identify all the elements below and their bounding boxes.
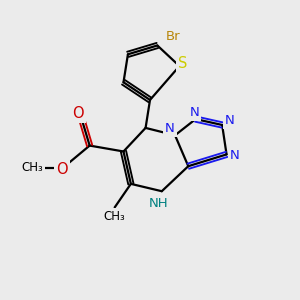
Text: CH₃: CH₃ (21, 160, 43, 174)
Text: S: S (178, 56, 187, 70)
Text: O: O (72, 106, 84, 121)
Text: Br: Br (166, 30, 181, 43)
Text: N: N (230, 149, 240, 162)
Text: CH₃: CH₃ (104, 210, 125, 223)
Text: O: O (56, 162, 68, 177)
Text: N: N (225, 114, 234, 127)
Text: N: N (189, 106, 199, 119)
Text: NH: NH (149, 197, 169, 210)
Text: N: N (165, 122, 175, 135)
